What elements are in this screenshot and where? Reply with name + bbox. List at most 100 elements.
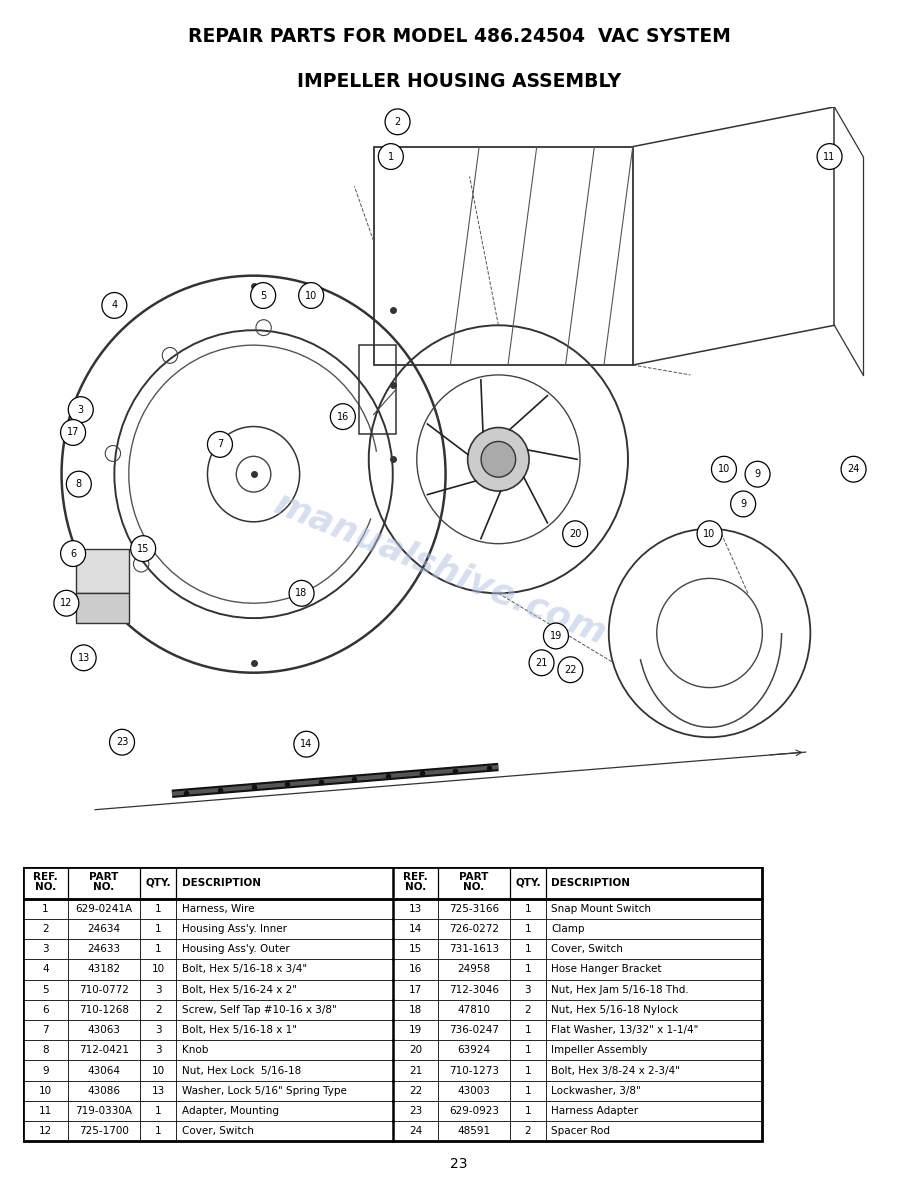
Text: 12: 12 [39,1126,52,1136]
Circle shape [841,456,866,482]
Circle shape [289,581,314,606]
Text: 629-0241A: 629-0241A [75,904,132,914]
Circle shape [298,283,324,309]
Text: 1: 1 [387,152,394,162]
Text: Cover, Switch: Cover, Switch [182,1126,253,1136]
Text: Knob: Knob [182,1045,208,1055]
Text: 8: 8 [42,1045,49,1055]
Circle shape [102,292,127,318]
Text: 43003: 43003 [457,1086,490,1095]
Text: Spacer Rod: Spacer Rod [552,1126,610,1136]
Text: Nut, Hex Jam 5/16-18 Thd.: Nut, Hex Jam 5/16-18 Thd. [552,985,689,994]
Text: 11: 11 [39,1106,52,1116]
Text: 15: 15 [409,944,422,954]
Text: Washer, Lock 5/16" Spring Type: Washer, Lock 5/16" Spring Type [182,1086,347,1095]
Text: 22: 22 [409,1086,422,1095]
Circle shape [61,541,85,567]
Text: Hose Hanger Bracket: Hose Hanger Bracket [552,965,662,974]
Circle shape [66,472,91,497]
Bar [76,593,129,623]
Circle shape [711,456,736,482]
Text: 719-0330A: 719-0330A [75,1106,132,1116]
Circle shape [543,623,568,649]
Text: 6: 6 [70,549,76,558]
Text: 3: 3 [155,1025,162,1035]
Text: 1: 1 [524,1025,532,1035]
Text: 1: 1 [155,904,162,914]
Text: 16: 16 [409,965,422,974]
Text: 18: 18 [409,1005,422,1015]
Text: 7: 7 [217,440,223,449]
Text: 23: 23 [409,1106,422,1116]
Text: 3: 3 [524,985,532,994]
Text: 63924: 63924 [457,1045,490,1055]
Text: 10: 10 [39,1086,52,1095]
Circle shape [697,520,722,546]
Text: 7: 7 [42,1025,49,1035]
Text: 726-0272: 726-0272 [449,924,498,934]
Text: 17: 17 [409,985,422,994]
Text: 9: 9 [755,469,761,479]
Text: 6: 6 [42,1005,49,1015]
Circle shape [731,491,756,517]
Text: 13: 13 [77,653,90,663]
Text: 20: 20 [569,529,581,538]
Circle shape [817,144,842,170]
Circle shape [467,428,529,491]
Text: 725-1700: 725-1700 [79,1126,129,1136]
Text: 16: 16 [337,411,349,422]
Text: 14: 14 [409,924,422,934]
Text: Housing Ass'y. Inner: Housing Ass'y. Inner [182,924,286,934]
Text: IMPELLER HOUSING ASSEMBLY: IMPELLER HOUSING ASSEMBLY [297,72,621,90]
Bar [76,549,129,593]
Text: 12: 12 [61,599,73,608]
Text: 11: 11 [823,152,835,162]
Text: 19: 19 [409,1025,422,1035]
Text: 1: 1 [524,1045,532,1055]
Text: Nut, Hex Lock  5/16-18: Nut, Hex Lock 5/16-18 [182,1066,301,1075]
Circle shape [378,144,403,170]
Text: 725-3166: 725-3166 [449,904,498,914]
Text: 21: 21 [535,658,548,668]
Text: Screw, Self Tap #10-16 x 3/8": Screw, Self Tap #10-16 x 3/8" [182,1005,336,1015]
Text: 20: 20 [409,1045,422,1055]
Circle shape [385,109,410,134]
Text: Nut, Hex 5/16-18 Nylock: Nut, Hex 5/16-18 Nylock [552,1005,678,1015]
Text: 9: 9 [42,1066,49,1075]
Text: Harness, Wire: Harness, Wire [182,904,254,914]
Text: 43086: 43086 [87,1086,120,1095]
Text: 24634: 24634 [87,924,120,934]
Text: 736-0247: 736-0247 [449,1025,498,1035]
Text: 14: 14 [300,739,312,750]
Bar [374,146,633,365]
Text: 4: 4 [111,301,118,310]
Text: manualshive.com: manualshive.com [270,486,612,651]
Text: 1: 1 [524,1106,532,1116]
Text: 13: 13 [151,1086,164,1095]
Text: 5: 5 [42,985,49,994]
Text: Flat Washer, 13/32" x 1-1/4": Flat Washer, 13/32" x 1-1/4" [552,1025,699,1035]
Text: Harness Adapter: Harness Adapter [552,1106,639,1116]
Text: 4: 4 [42,965,49,974]
Text: 2: 2 [524,1126,532,1136]
Text: 2: 2 [395,116,400,127]
Text: Bolt, Hex 5/16-24 x 2": Bolt, Hex 5/16-24 x 2" [182,985,297,994]
Text: 629-0923: 629-0923 [449,1106,498,1116]
Text: 710-1268: 710-1268 [79,1005,129,1015]
Circle shape [558,657,583,683]
Circle shape [481,442,516,478]
Text: QTY.: QTY. [515,878,541,887]
Text: 13: 13 [409,904,422,914]
Text: 43064: 43064 [87,1066,120,1075]
Text: 1: 1 [155,1126,162,1136]
Circle shape [330,404,355,430]
Text: 3: 3 [42,944,49,954]
Circle shape [745,461,770,487]
Text: Lockwasher, 3/8": Lockwasher, 3/8" [552,1086,641,1095]
Text: NO.: NO. [405,881,426,891]
Circle shape [251,283,275,309]
Text: Snap Mount Switch: Snap Mount Switch [552,904,652,914]
Text: 2: 2 [155,1005,162,1015]
Text: 3: 3 [78,405,84,415]
Text: 23: 23 [116,738,129,747]
